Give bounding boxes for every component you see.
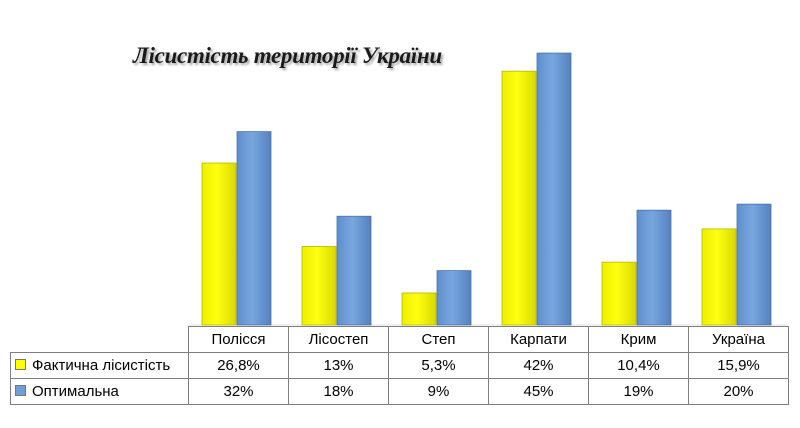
data-label-0-0: 26,8% bbox=[188, 352, 289, 379]
table-header-row: Полісся Лісостеп Степ Карпати Крим Україна bbox=[11, 326, 789, 353]
data-label-1-0: 32% bbox=[188, 378, 289, 405]
bar-optimal-0 bbox=[236, 131, 272, 326]
series-name-0: Фактична лісистість bbox=[32, 357, 171, 374]
series-name-1: Оптимальна bbox=[32, 383, 119, 400]
category-label-1: Лісостеп bbox=[288, 326, 389, 353]
bar-actual-2 bbox=[401, 292, 437, 326]
data-label-0-1: 13% bbox=[288, 352, 389, 379]
bar-chart bbox=[188, 52, 788, 326]
data-label-1-3: 45% bbox=[488, 378, 589, 405]
bar-optimal-3 bbox=[536, 52, 572, 326]
table-corner bbox=[11, 327, 189, 353]
data-label-0-3: 42% bbox=[488, 352, 589, 379]
bar-optimal-4 bbox=[636, 209, 672, 326]
bar-actual-4 bbox=[601, 261, 637, 326]
data-label-0-2: 5,3% bbox=[388, 352, 489, 379]
data-label-1-1: 18% bbox=[288, 378, 389, 405]
data-label-0-5: 15,9% bbox=[688, 352, 789, 379]
category-label-0: Полісся bbox=[188, 326, 289, 353]
legend-entry-0: Фактична лісистість bbox=[10, 352, 189, 379]
legend-entry-1: Оптимальна bbox=[10, 378, 189, 405]
bar-actual-1 bbox=[301, 246, 337, 326]
bar-actual-5 bbox=[701, 228, 737, 326]
category-label-2: Степ bbox=[388, 326, 489, 353]
data-label-1-2: 9% bbox=[388, 378, 489, 405]
data-label-1-4: 19% bbox=[588, 378, 689, 405]
legend-swatch-1 bbox=[15, 385, 26, 396]
chart-title: Лісистість території України bbox=[133, 43, 442, 68]
table-row: Фактична лісистість 26,8% 13% 5,3% 42% 10,4% 1… bbox=[10, 352, 789, 379]
legend-swatch-0 bbox=[15, 359, 26, 370]
bar-actual-0 bbox=[201, 162, 237, 326]
bar-optimal-1 bbox=[336, 215, 372, 326]
category-label-4: Крим bbox=[588, 326, 689, 353]
bar-optimal-5 bbox=[736, 203, 772, 326]
data-label-1-5: 20% bbox=[688, 378, 789, 405]
table-row: Оптимальна 32% 18% 9% 45% 19% 20% bbox=[10, 378, 789, 405]
bar-actual-3 bbox=[501, 70, 537, 326]
category-label-5: Україна bbox=[688, 326, 789, 353]
data-table: Полісся Лісостеп Степ Карпати Крим Україна Фа… bbox=[10, 326, 789, 405]
bar-optimal-2 bbox=[436, 270, 472, 326]
category-label-3: Карпати bbox=[488, 326, 589, 353]
data-label-0-4: 10,4% bbox=[588, 352, 689, 379]
